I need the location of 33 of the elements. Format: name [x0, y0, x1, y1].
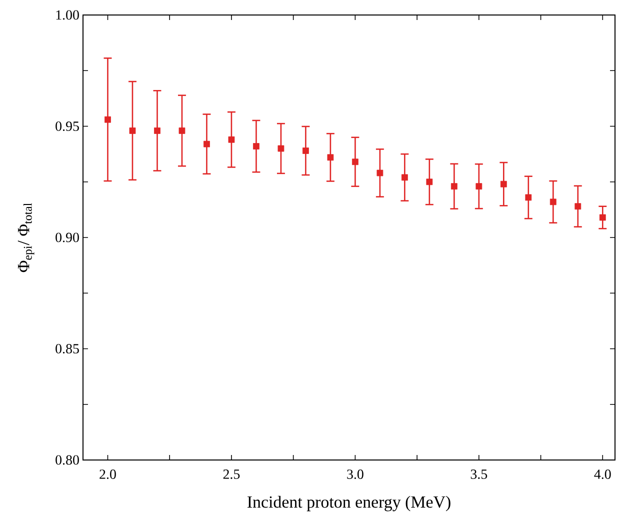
point [178, 128, 186, 134]
y-tick-label: 0.95 [56, 122, 79, 131]
point [476, 183, 482, 190]
point [426, 178, 433, 186]
point [204, 140, 210, 148]
point [352, 158, 358, 166]
y-axis-title: Φ$_{epi}$/ Φ$_{total}$ [18, 203, 34, 272]
point [253, 143, 260, 150]
x-tick-label: 3.0 [347, 470, 364, 479]
point [450, 183, 458, 190]
y-tick-label: 0.85 [56, 344, 79, 354]
x-tick-label: 3.5 [470, 470, 488, 479]
point [129, 128, 136, 134]
point [599, 214, 606, 221]
x-tick-label: 2.5 [223, 470, 240, 479]
point [104, 116, 111, 123]
y-tick-label: 1.00 [56, 10, 79, 20]
x-axis-title: Incident proton energy (MeV) [247, 496, 450, 512]
point [228, 136, 235, 143]
point [401, 174, 408, 181]
point [327, 154, 334, 161]
point [154, 128, 160, 134]
point [278, 145, 284, 152]
point [550, 198, 556, 206]
x-tick-label: 2.0 [100, 470, 116, 479]
x-tick-label: 4.0 [594, 470, 611, 479]
point [302, 148, 309, 154]
point [525, 194, 532, 201]
y-tick-label: 0.90 [56, 232, 79, 242]
point [500, 180, 507, 188]
point [376, 170, 384, 176]
y-tick-label: 0.80 [56, 455, 79, 465]
point [574, 203, 582, 210]
